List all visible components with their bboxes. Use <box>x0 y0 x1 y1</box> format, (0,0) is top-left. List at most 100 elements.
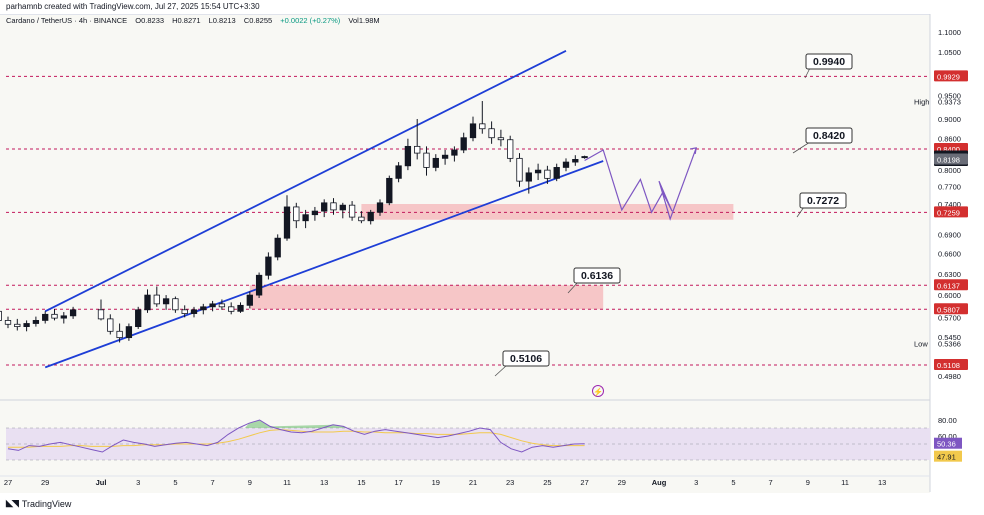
candle-body <box>488 128 495 139</box>
low_label-text: Low <box>914 340 928 349</box>
time-tick-label: 7 <box>211 478 215 487</box>
rsi-ma-tag: 47.91 <box>934 450 962 462</box>
candle <box>14 318 21 331</box>
rsi-overbought-fill <box>244 420 348 428</box>
candle <box>135 306 142 329</box>
candle-body <box>376 202 384 213</box>
candle-body <box>404 145 412 167</box>
callout-pointer <box>796 206 805 218</box>
price-tick-label: 0.4980 <box>938 372 961 381</box>
candle-body <box>32 320 40 324</box>
candle <box>460 132 467 154</box>
candle-body <box>218 303 226 308</box>
price-tag-label: 0.6137 <box>937 281 960 290</box>
time-tick-label: 19 <box>432 478 440 487</box>
price-tag-bg <box>934 358 968 370</box>
time-tick-label: 13 <box>878 478 886 487</box>
candle-body <box>228 306 235 312</box>
candle-body <box>190 309 198 314</box>
candle-body <box>107 318 114 332</box>
price-tag: 0.5108 <box>934 358 968 370</box>
candle-body <box>423 152 430 168</box>
callout-box <box>805 53 853 70</box>
candle <box>479 101 486 134</box>
price-chart[interactable]: 0.9940 0.8420 0.7272 0.6136 0.5106 ⚡ 1.1000 1.0… <box>0 0 984 495</box>
footer-brand: TradingView <box>21 498 72 509</box>
candle-body <box>116 330 123 339</box>
candle-body <box>302 214 309 222</box>
time-tick-label: 11 <box>283 478 291 487</box>
candle-body <box>395 165 402 179</box>
candle-body <box>479 123 486 130</box>
price-tag-label: 0.7259 <box>937 208 960 217</box>
candle-body <box>534 169 542 174</box>
lightning-glyph: ⚡ <box>593 387 603 397</box>
candle <box>469 116 477 142</box>
time-tick-label: 3 <box>694 478 698 487</box>
candle <box>116 323 123 343</box>
price-tick-label: 0.6900 <box>938 230 961 239</box>
time-tick-label: Aug <box>652 478 667 487</box>
callout-label: 0.5106 <box>510 353 542 365</box>
legend-low: L0.8213 <box>208 16 236 25</box>
candle-body <box>283 206 291 239</box>
candle <box>339 202 346 219</box>
candle-body <box>69 309 77 317</box>
candle <box>386 175 393 206</box>
candle-body <box>507 139 514 159</box>
candle <box>572 155 579 166</box>
candle-body <box>153 294 160 305</box>
price-tick-label: 0.8600 <box>938 135 961 144</box>
candle-body <box>311 210 319 216</box>
candle-body <box>572 159 579 163</box>
demand-zone <box>249 285 604 310</box>
candle-body <box>144 294 151 311</box>
price-tick-label: 0.8000 <box>938 166 961 175</box>
candle <box>190 306 198 318</box>
candle-body <box>42 313 49 321</box>
candle-body <box>172 298 179 311</box>
legend-open: O0.8233 <box>135 16 165 25</box>
time-tick-label: 15 <box>357 478 365 487</box>
price-tag-label: 0.5807 <box>937 305 960 314</box>
time-tick-label: 27 <box>580 478 588 487</box>
candle-body <box>525 172 532 182</box>
price-tag-label: 0.8198 <box>937 156 960 165</box>
time-tick-label: 25 <box>543 478 551 487</box>
chart-pane[interactable] <box>0 14 930 493</box>
footer: ◣◥ TradingView <box>6 498 71 509</box>
price-tag-label: 0.9929 <box>937 72 960 81</box>
candle-body <box>414 145 421 154</box>
high_label-text: High <box>914 97 929 106</box>
candle <box>330 198 337 215</box>
rsi-value-bg <box>934 437 962 449</box>
candle <box>107 314 114 335</box>
price-tick-label: 1.1000 <box>938 28 961 37</box>
price-tag-bg <box>934 206 968 218</box>
candle-body <box>367 211 374 222</box>
candle-body <box>441 154 449 159</box>
candle-body <box>237 304 244 312</box>
price-tag-label: 0.5108 <box>937 361 960 370</box>
lightning-icon: ⚡ <box>592 385 604 397</box>
candle <box>553 163 560 182</box>
candle <box>209 300 216 312</box>
legend-high: H0.8271 <box>172 16 201 25</box>
callout-box <box>573 267 621 284</box>
legend-symbol: Cardano / TetherUS · 4h · BINANCE <box>6 16 128 25</box>
candle <box>404 138 412 171</box>
rsi-line <box>7 419 585 453</box>
candle-body <box>255 274 263 296</box>
legend-volume: Vol1.98M <box>348 16 380 25</box>
candle <box>0 310 2 321</box>
candle <box>516 153 523 187</box>
price-tick-label: 0.7400 <box>938 200 961 209</box>
callout-box <box>799 192 847 209</box>
candle <box>534 163 542 181</box>
candle-body <box>60 315 67 319</box>
candle <box>293 202 300 229</box>
time-tick-label: Jul <box>96 478 107 487</box>
price-tag: 0.8198 <box>934 153 968 165</box>
candle <box>265 252 272 280</box>
candle <box>51 309 58 321</box>
